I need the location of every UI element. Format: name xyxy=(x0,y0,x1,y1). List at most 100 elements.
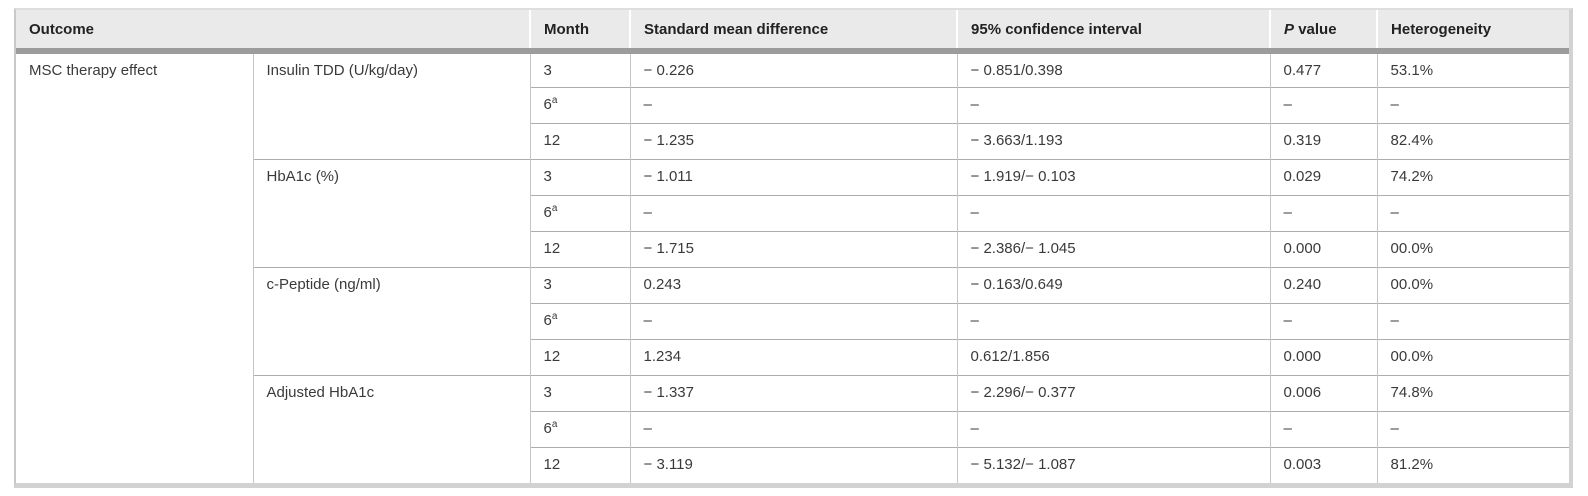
smd-cell: – xyxy=(629,302,958,339)
table-row: 12 − 1.235 − 3.663/1.193 0.319 82.4% xyxy=(16,122,1570,159)
p-value-cell: – xyxy=(1269,410,1378,447)
ci-cell: – xyxy=(956,86,1271,123)
ci-cell: − 2.296/− 0.377 xyxy=(956,374,1271,411)
smd-cell: − 1.235 xyxy=(629,122,958,159)
month-value: 12 xyxy=(543,131,561,149)
month-cell: 6a xyxy=(529,410,631,447)
heterogeneity-cell: – xyxy=(1376,410,1570,447)
header-row: Outcome Month Standard mean difference 9… xyxy=(16,10,1570,54)
month-cell: 3 xyxy=(529,374,631,411)
results-table: Outcome Month Standard mean difference 9… xyxy=(14,8,1574,488)
table-row: 12 1.234 0.612/1.856 0.000 00.0% xyxy=(16,338,1570,375)
ci-cell: – xyxy=(956,410,1271,447)
ci-cell: − 0.163/0.649 xyxy=(956,266,1271,303)
p-value-cell: 0.003 xyxy=(1269,446,1378,483)
month-value: 12 xyxy=(543,347,561,365)
smd-cell: − 1.337 xyxy=(629,374,958,411)
smd-cell: − 3.119 xyxy=(629,446,958,483)
header-p-value: P value xyxy=(1269,10,1378,54)
month-cell: 3 xyxy=(529,158,631,195)
p-value-cell: 0.000 xyxy=(1269,230,1378,267)
ci-cell: − 0.851/0.398 xyxy=(956,51,1271,87)
outcome-cell: c-Peptide (ng/ml) xyxy=(252,266,531,375)
smd-cell: − 1.715 xyxy=(629,230,958,267)
month-cell: 12 xyxy=(529,446,631,483)
month-value: 3 xyxy=(543,383,552,401)
smd-cell: 0.243 xyxy=(629,266,958,303)
month-value: 3 xyxy=(543,167,552,185)
p-italic: P xyxy=(1284,20,1295,38)
month-value: 6 xyxy=(543,203,552,221)
month-cell: 12 xyxy=(529,230,631,267)
month-cell: 6a xyxy=(529,194,631,231)
table-row: 6a – – – – xyxy=(16,302,1570,339)
smd-cell: – xyxy=(629,86,958,123)
footnote-marker: a xyxy=(551,94,558,106)
heterogeneity-cell: – xyxy=(1376,302,1570,339)
month-value: 6 xyxy=(543,311,552,329)
table-row: 6a – – – – xyxy=(16,410,1570,447)
month-value: 3 xyxy=(543,62,552,79)
group-label-cell: MSC therapy effect xyxy=(16,51,253,483)
table-row: Adjusted HbA1c 3 − 1.337 − 2.296/− 0.377… xyxy=(16,374,1570,483)
p-value-cell: 0.029 xyxy=(1269,158,1378,195)
heterogeneity-cell: 81.2% xyxy=(1376,446,1570,483)
table-row: 6a – – – – xyxy=(16,86,1570,123)
ci-cell: − 5.132/− 1.087 xyxy=(956,446,1271,483)
heterogeneity-cell: 74.8% xyxy=(1376,374,1570,411)
ci-cell: – xyxy=(956,194,1271,231)
ci-cell: – xyxy=(956,302,1271,339)
p-value-cell: – xyxy=(1269,86,1378,123)
smd-cell: − 0.226 xyxy=(629,51,958,87)
header-outcome: Outcome xyxy=(16,10,531,54)
heterogeneity-cell: 82.4% xyxy=(1376,122,1570,159)
footnote-marker: a xyxy=(551,418,558,430)
header-smd: Standard mean difference xyxy=(629,10,958,54)
table-row: 6a – – – – xyxy=(16,194,1570,231)
ci-cell: 0.612/1.856 xyxy=(956,338,1271,375)
footnote-marker: a xyxy=(551,202,558,214)
outcome-cell: Insulin TDD (U/kg/day) xyxy=(252,51,531,159)
p-rest: value xyxy=(1294,20,1337,38)
heterogeneity-cell: 53.1% xyxy=(1376,51,1570,87)
month-cell: 3 xyxy=(529,51,631,87)
heterogeneity-cell: – xyxy=(1376,86,1570,123)
smd-cell: – xyxy=(629,410,958,447)
month-value: 6 xyxy=(543,95,552,113)
table-header: Outcome Month Standard mean difference 9… xyxy=(16,10,1570,54)
table-row: MSC therapy effect Insulin TDD (U/kg/day… xyxy=(16,51,1570,483)
month-cell: 6a xyxy=(529,302,631,339)
table-row: c-Peptide (ng/ml) 3 0.243 − 0.163/0.649 … xyxy=(16,266,1570,375)
header-month: Month xyxy=(529,10,631,54)
table-row: 12 − 1.715 − 2.386/− 1.045 0.000 00.0% xyxy=(16,230,1570,267)
table-row: 12 − 3.119 − 5.132/− 1.087 0.003 81.2% xyxy=(16,446,1570,483)
p-value-cell: 0.319 xyxy=(1269,122,1378,159)
p-value-cell: 0.477 xyxy=(1269,51,1378,87)
p-value-cell: 0.006 xyxy=(1269,374,1378,411)
outcome-cell: Adjusted HbA1c xyxy=(252,374,531,483)
table-row: HbA1c (%) 3 − 1.011 − 1.919/− 0.103 0.02… xyxy=(16,158,1570,267)
heterogeneity-cell: – xyxy=(1376,194,1570,231)
heterogeneity-cell: 00.0% xyxy=(1376,338,1570,375)
p-value-cell: – xyxy=(1269,194,1378,231)
month-cell: 12 xyxy=(529,338,631,375)
month-value: 12 xyxy=(543,239,561,257)
p-value-cell: – xyxy=(1269,302,1378,339)
ci-cell: − 2.386/− 1.045 xyxy=(956,230,1271,267)
ci-cell: − 3.663/1.193 xyxy=(956,122,1271,159)
smd-cell: − 1.011 xyxy=(629,158,958,195)
header-heterogeneity: Heterogeneity xyxy=(1376,10,1570,54)
p-value-cell: 0.000 xyxy=(1269,338,1378,375)
p-value-cell: 0.240 xyxy=(1269,266,1378,303)
month-cell: 6a xyxy=(529,86,631,123)
table-body: MSC therapy effect Insulin TDD (U/kg/day… xyxy=(16,51,1570,483)
heterogeneity-cell: 00.0% xyxy=(1376,230,1570,267)
outcome-cell: HbA1c (%) xyxy=(252,158,531,267)
smd-cell: – xyxy=(629,194,958,231)
smd-cell: 1.234 xyxy=(629,338,958,375)
heterogeneity-cell: 74.2% xyxy=(1376,158,1570,195)
month-value: 12 xyxy=(543,455,561,473)
footnote-marker: a xyxy=(551,310,558,322)
month-value: 6 xyxy=(543,419,552,437)
month-cell: 3 xyxy=(529,266,631,303)
